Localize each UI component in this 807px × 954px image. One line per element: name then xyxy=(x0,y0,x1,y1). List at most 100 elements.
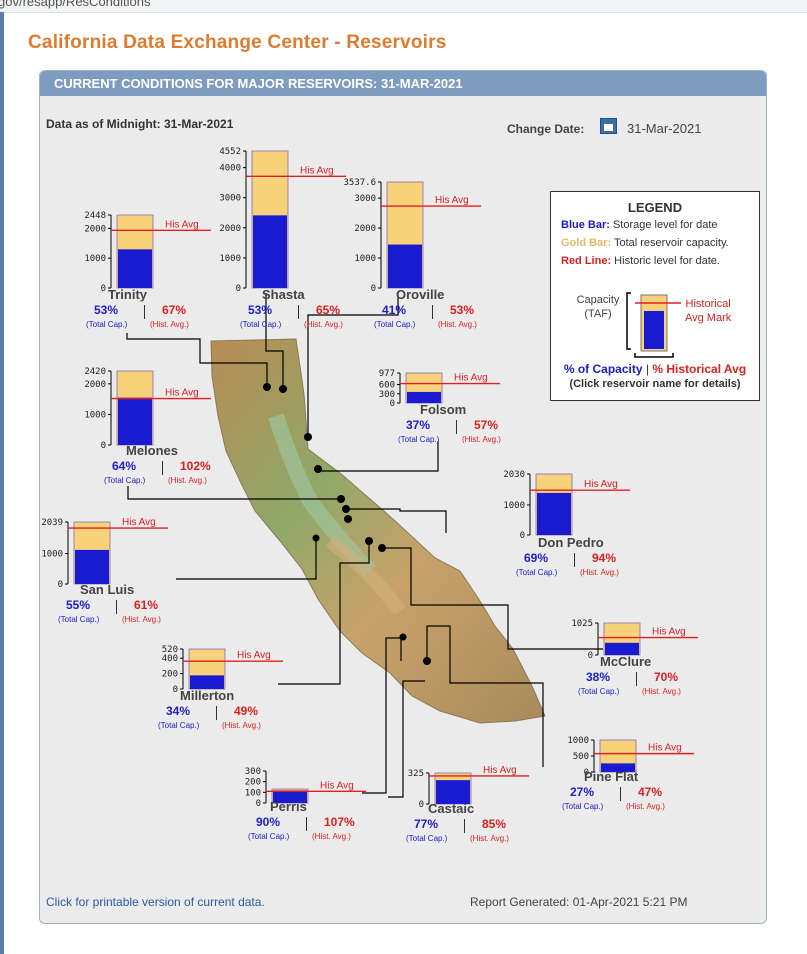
legend-historical-mark: Historical Avg Mark xyxy=(685,298,732,324)
pct-hist-avg: 65% xyxy=(316,303,341,317)
reservoir-chart-pine-flat: 1000 500 0 His Avg xyxy=(567,736,694,778)
change-date-label: Change Date: xyxy=(507,122,585,136)
pct-capacity: 41% xyxy=(382,303,407,317)
california-shape xyxy=(210,338,546,724)
reservoir-name-millerton[interactable]: Millerton xyxy=(180,688,235,703)
conditions-panel: CURRENT CONDITIONS FOR MAJOR RESERVOIRS:… xyxy=(39,70,767,924)
pct-capacity: 27% xyxy=(570,785,595,799)
hist-avg-note: (Hist. Avg.) xyxy=(462,435,501,444)
legend-sample-bar xyxy=(626,292,681,358)
y-tick-label: 200 xyxy=(162,670,178,680)
reservoir-chart-melones: 2420 2000 1000 0 His Avg xyxy=(84,367,211,451)
y-tick-label: 1000 xyxy=(41,550,63,560)
storage-bar xyxy=(253,215,287,288)
pct-separator xyxy=(574,553,575,567)
reservoir-name-folsom[interactable]: Folsom xyxy=(420,402,467,417)
his-avg-label: His Avg xyxy=(648,743,682,754)
y-tick-label: 2000 xyxy=(84,380,106,390)
reservoir-name-melones[interactable]: Melones xyxy=(126,443,179,458)
y-tick-label: 0 xyxy=(58,580,63,590)
y-tick-label: 0 xyxy=(101,441,106,451)
change-date-value[interactable]: 31-Mar-2021 xyxy=(627,121,702,136)
total-cap-note: (Total Cap.) xyxy=(398,435,440,444)
y-tick-label: 0 xyxy=(173,685,178,695)
y-tick-label: 0 xyxy=(101,284,106,294)
pct-separator xyxy=(162,461,163,475)
y-tick-label: 977 xyxy=(379,369,395,379)
total-cap-note: (Total Cap.) xyxy=(158,721,200,730)
total-cap-note: (Total Cap.) xyxy=(86,320,128,329)
reservoir-name-trinity[interactable]: Trinity xyxy=(108,287,148,302)
hist-avg-note: (Hist. Avg.) xyxy=(312,832,351,841)
pct-hist-avg: 85% xyxy=(482,817,507,831)
pct-hist-avg: 67% xyxy=(162,303,187,317)
reservoir-chart-don-pedro: 2030 1000 0 His Avg xyxy=(503,470,630,541)
y-tick-label: 4552 xyxy=(219,147,241,157)
pct-hist-avg: 70% xyxy=(654,670,679,684)
y-tick-label: 0 xyxy=(584,768,589,778)
printable-version-link[interactable]: Click for printable version of current d… xyxy=(46,895,265,909)
y-tick-label: 500 xyxy=(573,752,589,762)
reservoir-name-mcclure[interactable]: McClure xyxy=(600,654,652,669)
reservoir-name-oroville[interactable]: Oroville xyxy=(396,287,445,302)
total-cap-note: (Total Cap.) xyxy=(58,615,100,624)
legend-capacity-label: Capacity (TAF) xyxy=(576,294,620,320)
his-avg-label: His Avg xyxy=(454,373,488,384)
browser-url-bar[interactable]: gov/resapp/ResConditions xyxy=(0,0,807,13)
hist-avg-note: (Hist. Avg.) xyxy=(304,320,343,329)
pct-hist-avg: 94% xyxy=(592,551,617,565)
pct-capacity: 69% xyxy=(524,551,549,565)
hist-avg-note: (Hist. Avg.) xyxy=(150,320,189,329)
y-tick-label: 3537.6 xyxy=(343,178,376,188)
pct-capacity: 38% xyxy=(586,670,611,684)
legend-title: LEGEND xyxy=(627,200,683,215)
panel-header: CURRENT CONDITIONS FOR MAJOR RESERVOIRS:… xyxy=(40,71,766,96)
storage-bar xyxy=(273,790,307,803)
calendar-icon[interactable] xyxy=(600,118,617,134)
y-tick-label: 2000 xyxy=(354,224,376,234)
his-avg-label: His Avg xyxy=(435,195,469,206)
hist-avg-note: (Hist. Avg.) xyxy=(438,320,477,329)
y-tick-label: 2039 xyxy=(41,518,63,528)
y-tick-label: 2030 xyxy=(503,470,525,480)
storage-bar xyxy=(436,780,470,804)
total-cap-note: (Total Cap.) xyxy=(248,832,290,841)
reservoir-chart-san-luis: 2039 1000 0 His Avg xyxy=(41,517,168,590)
his-avg-label: His Avg xyxy=(237,650,271,661)
reservoir-name-pine-flat[interactable]: Pine Flat xyxy=(584,769,639,784)
reservoir-name-shasta[interactable]: Shasta xyxy=(262,287,305,302)
y-tick-label: 4000 xyxy=(219,164,241,174)
y-tick-label: 3000 xyxy=(354,194,376,204)
y-tick-label: 0 xyxy=(419,800,424,810)
y-tick-label: 1000 xyxy=(84,254,106,264)
his-avg-label: His Avg xyxy=(165,388,199,399)
reservoir-name-don-pedro[interactable]: Don Pedro xyxy=(538,535,604,550)
reservoir-chart-oroville: 3537.6 3000 2000 1000 0 His Avg xyxy=(343,178,481,294)
hist-avg-note: (Hist. Avg.) xyxy=(626,802,665,811)
total-cap-note: (Total Cap.) xyxy=(406,834,448,843)
storage-bar xyxy=(601,763,635,772)
y-tick-label: 2000 xyxy=(84,224,106,234)
connector-lines xyxy=(126,293,603,798)
reservoir-name-san-luis[interactable]: San Luis xyxy=(80,582,135,597)
reservoir-name-castaic[interactable]: Castaic xyxy=(428,801,475,816)
y-tick-label: 600 xyxy=(379,381,395,391)
y-tick-label: 300 xyxy=(379,390,395,400)
his-avg-label: His Avg xyxy=(320,780,354,791)
reservoir-chart-mcclure: 1025 0 His Avg xyxy=(571,619,698,661)
report-generated: Report Generated: 01-Apr-2021 5:21 PM xyxy=(470,895,688,909)
y-tick-label: 0 xyxy=(371,284,376,294)
total-cap-note: (Total Cap.) xyxy=(374,320,416,329)
y-tick-label: 1000 xyxy=(354,254,376,264)
total-cap-note: (Total Cap.) xyxy=(240,320,282,329)
left-accent-strip xyxy=(0,12,4,954)
reservoir-name-perris[interactable]: Perris xyxy=(270,799,307,814)
his-avg-label: His Avg xyxy=(652,627,686,638)
y-tick-label: 100 xyxy=(245,788,261,798)
his-avg-label: His Avg xyxy=(584,479,618,490)
total-cap-note: (Total Cap.) xyxy=(516,568,558,577)
total-cap-note: (Total Cap.) xyxy=(104,476,146,485)
